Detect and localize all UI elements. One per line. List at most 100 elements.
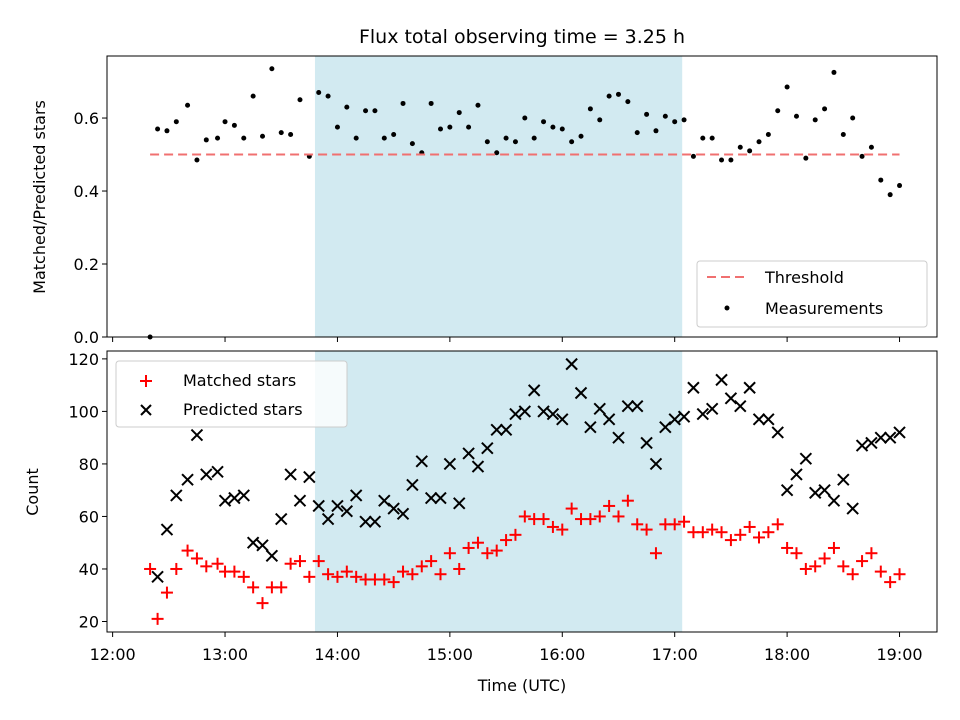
legend-predicted-swatch: [140, 404, 152, 416]
measurement-point: [278, 130, 284, 136]
matched-stars-point: [284, 557, 297, 570]
predicted-stars-point: [771, 426, 784, 439]
measurement-point: [194, 157, 200, 163]
matched-stars-point: [293, 555, 306, 568]
predicted-stars-point: [424, 491, 438, 505]
matched-stars-point: [565, 502, 578, 515]
measurement-point: [494, 150, 500, 156]
matched-stars-point: [818, 552, 831, 565]
predicted-stars-point: [340, 504, 354, 518]
matched-stars-point: [621, 494, 634, 507]
count-shaded-region: [314, 351, 683, 632]
x-axis-label: Time (UTC): [477, 676, 566, 695]
matched-stars-point: [743, 520, 756, 533]
matched-stars-point: [837, 560, 850, 573]
matched-stars-point: [856, 555, 869, 568]
matched-stars-point: [762, 526, 775, 539]
matched-stars-point: [753, 531, 766, 544]
matched-stars-point: [237, 570, 250, 583]
predicted-stars-point: [705, 402, 719, 415]
matched-stars-point: [649, 547, 662, 560]
y-tick-label: 0.2: [74, 255, 99, 274]
matched-stars-point: [322, 568, 335, 581]
matched-stars-point: [518, 510, 531, 523]
matched-stars-point: [340, 565, 353, 578]
measurement-point: [878, 177, 884, 183]
measurement-point: [747, 148, 753, 154]
ratio-plot-frame: [106, 55, 938, 338]
matched-stars-point: [781, 541, 794, 554]
matched-stars-point: [546, 520, 559, 533]
predicted-stars-point: [246, 536, 260, 549]
y-tick-label: 0.4: [74, 182, 99, 201]
matched-stars-point: [631, 518, 644, 531]
y-tick-label: 20: [79, 612, 99, 631]
measurement-point: [550, 124, 556, 130]
predicted-stars-point: [265, 549, 279, 563]
predicted-stars-point: [874, 431, 887, 444]
measurement-point: [859, 153, 865, 159]
predicted-stars-point: [809, 486, 822, 500]
measurement-point: [260, 133, 266, 139]
predicted-stars-point: [190, 428, 204, 442]
chart-title: Flux total observing time = 3.25 h: [359, 26, 685, 48]
measurement-point: [409, 141, 415, 147]
measurement-point: [531, 135, 537, 141]
measurement-point: [625, 99, 631, 105]
measurement-point: [155, 126, 161, 132]
ratio-legend: Threshold Measurements: [696, 260, 928, 328]
matched-stars-point: [537, 513, 550, 526]
matched-stars-point: [593, 510, 606, 523]
predicted-stars-point: [237, 489, 250, 502]
matched-stars-point: [462, 541, 475, 554]
matched-stars-point: [160, 586, 173, 599]
measurement-point: [812, 117, 818, 123]
y-tick-label: 0.0: [74, 328, 99, 347]
predicted-stars-point: [668, 413, 681, 426]
predicted-stars-point: [537, 405, 550, 418]
matched-stars-point: [312, 555, 325, 568]
predicted-stars-point: [752, 413, 766, 426]
predicted-stars-point: [574, 386, 588, 400]
predicted-stars-point: [331, 499, 344, 513]
measurement-point: [334, 124, 340, 130]
measurement-point: [644, 111, 650, 117]
count-plot-frame: [106, 350, 938, 633]
x-tick-label: 16:00: [539, 645, 585, 664]
y-tick-label: 100: [68, 402, 99, 421]
matched-stars-point: [378, 573, 391, 586]
measurement-point: [297, 97, 303, 103]
legend-matched-swatch: [140, 375, 152, 387]
measurement-point: [325, 93, 331, 99]
count-legend: Matched stars Predicted stars: [115, 360, 348, 428]
measurement-point: [700, 135, 706, 141]
x-tick-label: 19:00: [876, 645, 922, 664]
predicted-stars-point: [170, 489, 183, 502]
predicted-stars-point: [368, 515, 382, 528]
measurement-point: [719, 157, 725, 163]
measurement-point: [606, 93, 612, 99]
measurement-point: [522, 115, 528, 121]
measurement-point: [775, 108, 781, 114]
ratio-panel: 0.0 0.2 0.4 0.6 Matched/Predicted stars Thr…: [30, 55, 938, 347]
matched-stars-point: [387, 576, 400, 589]
predicted-stars-point: [303, 470, 316, 484]
predicted-stars-point: [275, 512, 288, 526]
predicted-stars-point: [799, 452, 813, 465]
matched-stars-point: [471, 536, 484, 549]
predicted-stars-point: [211, 465, 224, 479]
predicted-stars-point: [715, 373, 728, 387]
legend-measurements-label: Measurements: [765, 299, 883, 318]
matched-stars-point: [151, 612, 164, 625]
measurement-point: [447, 124, 453, 130]
predicted-stars-point: [883, 431, 897, 444]
measurement-point: [709, 135, 715, 141]
ratio-y-axis-label: Matched/Predicted stars: [30, 100, 49, 294]
predicted-stars-point: [160, 523, 174, 536]
predicted-stars-point: [490, 423, 503, 436]
measurement-point: [475, 102, 481, 108]
predicted-stars-point: [865, 436, 878, 450]
measurement-point: [269, 66, 275, 72]
predicted-stars-point: [687, 381, 700, 394]
measurement-point: [241, 135, 247, 141]
